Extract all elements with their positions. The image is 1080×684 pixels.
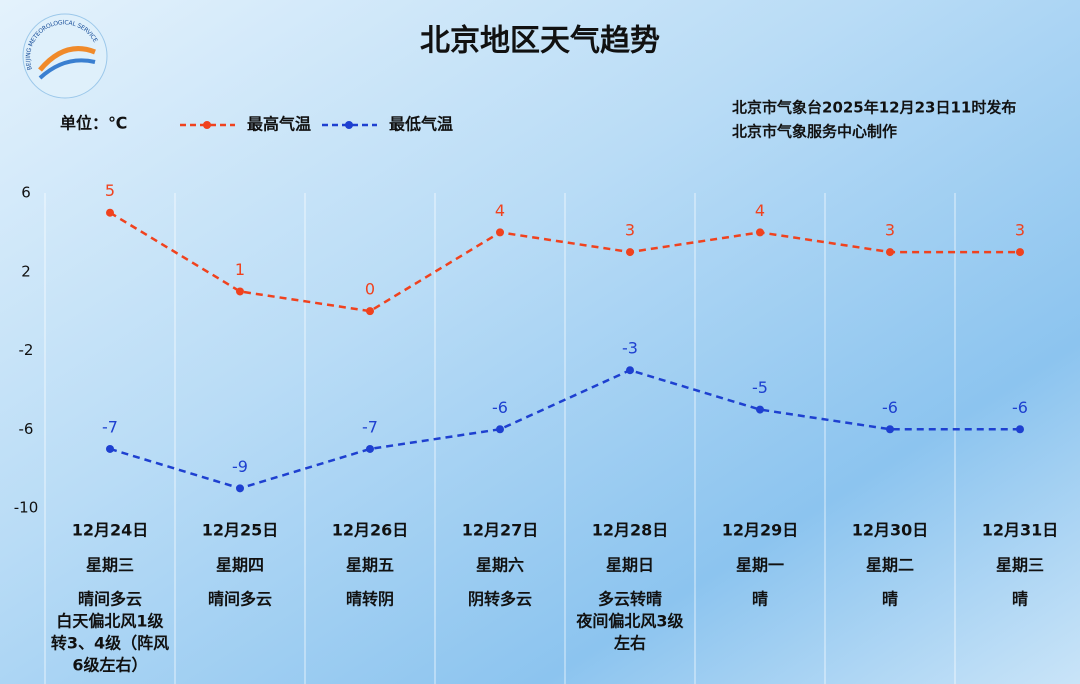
data-point: [236, 484, 244, 493]
weather-text: 晴间多云: [208, 590, 272, 609]
data-point: [626, 248, 634, 257]
data-label: 4: [755, 201, 765, 220]
legend-label: 最高气温: [247, 115, 311, 134]
data-point: [236, 287, 244, 296]
weather-text: 晴: [752, 590, 768, 609]
data-label: -6: [882, 398, 898, 417]
data-label: 3: [625, 221, 635, 240]
data-label: -7: [102, 417, 118, 436]
data-label: 5: [105, 181, 115, 200]
weather-text: 左右: [613, 634, 646, 653]
x-tick-label: 12月28日: [592, 521, 669, 540]
data-label: -6: [1012, 398, 1028, 417]
legend-label: 最低气温: [389, 115, 453, 134]
data-point: [886, 425, 894, 434]
y-tick-label: -2: [19, 341, 34, 359]
x-tick-label: 12月29日: [722, 521, 799, 540]
data-point: [886, 248, 894, 257]
weekday: 星期三: [996, 556, 1044, 575]
weather-text: 6级左右）: [72, 656, 147, 675]
x-tick-label: 12月30日: [852, 521, 929, 540]
series-line: [109, 211, 1020, 313]
y-tick-label: -6: [19, 420, 34, 438]
legend-marker: [345, 121, 353, 129]
issuer: 北京市气象服务中心制作: [732, 123, 897, 141]
logo: BEIJING METEOROLOGICAL SERVICE: [22, 13, 108, 99]
weather-text: 晴转阴: [346, 590, 394, 609]
x-tick-label: 12月25日: [202, 521, 279, 540]
data-label: 3: [1015, 221, 1025, 240]
y-tick-label: -10: [14, 499, 39, 517]
data-label: -5: [752, 378, 768, 397]
weather-text: 多云转晴: [598, 590, 662, 609]
weekday: 星期日: [606, 556, 654, 575]
data-label: -3: [622, 339, 638, 358]
data-point: [106, 444, 114, 453]
data-point: [496, 228, 504, 237]
data-point: [496, 425, 504, 434]
weather-text: 晴: [1012, 590, 1028, 609]
weekday: 星期三: [86, 556, 134, 575]
data-point: [756, 228, 764, 237]
weather-text: 晴间多云: [78, 590, 142, 609]
series-line: [109, 368, 1020, 490]
x-tick-label: 12月26日: [332, 521, 409, 540]
data-point: [626, 366, 634, 375]
data-label: -7: [362, 417, 378, 436]
weekday: 星期五: [346, 556, 394, 575]
weather-text: 转3、4级（阵风: [51, 634, 169, 653]
weather-text: 夜间偏北风3级: [575, 612, 684, 631]
issuer: 北京市气象台2025年12月23日11时发布: [732, 99, 1016, 117]
data-point: [1016, 425, 1024, 434]
data-point: [366, 444, 374, 453]
data-point: [366, 307, 374, 316]
weekday: 星期二: [866, 556, 914, 575]
weather-text: 晴: [882, 590, 898, 609]
y-tick-label: 2: [21, 262, 31, 280]
data-label: 3: [885, 221, 895, 240]
data-point: [106, 208, 114, 217]
x-tick-label: 12月24日: [72, 521, 149, 540]
legend-marker: [203, 121, 211, 129]
x-tick-label: 12月27日: [462, 521, 539, 540]
unit-label: 单位：℃: [60, 114, 127, 133]
data-label: 0: [365, 280, 375, 299]
weather-text: 白天偏北风1级: [56, 612, 164, 631]
data-label: -6: [492, 398, 508, 417]
weekday: 星期六: [476, 556, 524, 575]
y-tick-label: 6: [21, 184, 31, 202]
weather-text: 阴转多云: [468, 590, 532, 609]
data-label: -9: [232, 457, 248, 476]
data-label: 4: [495, 201, 505, 220]
chart-title: 北京地区天气趋势: [420, 24, 660, 59]
x-tick-label: 12月31日: [982, 521, 1059, 540]
data-point: [1016, 248, 1024, 257]
data-point: [756, 405, 764, 414]
weekday: 星期一: [736, 556, 784, 575]
data-label: 1: [235, 260, 245, 279]
weekday: 星期四: [216, 556, 264, 575]
